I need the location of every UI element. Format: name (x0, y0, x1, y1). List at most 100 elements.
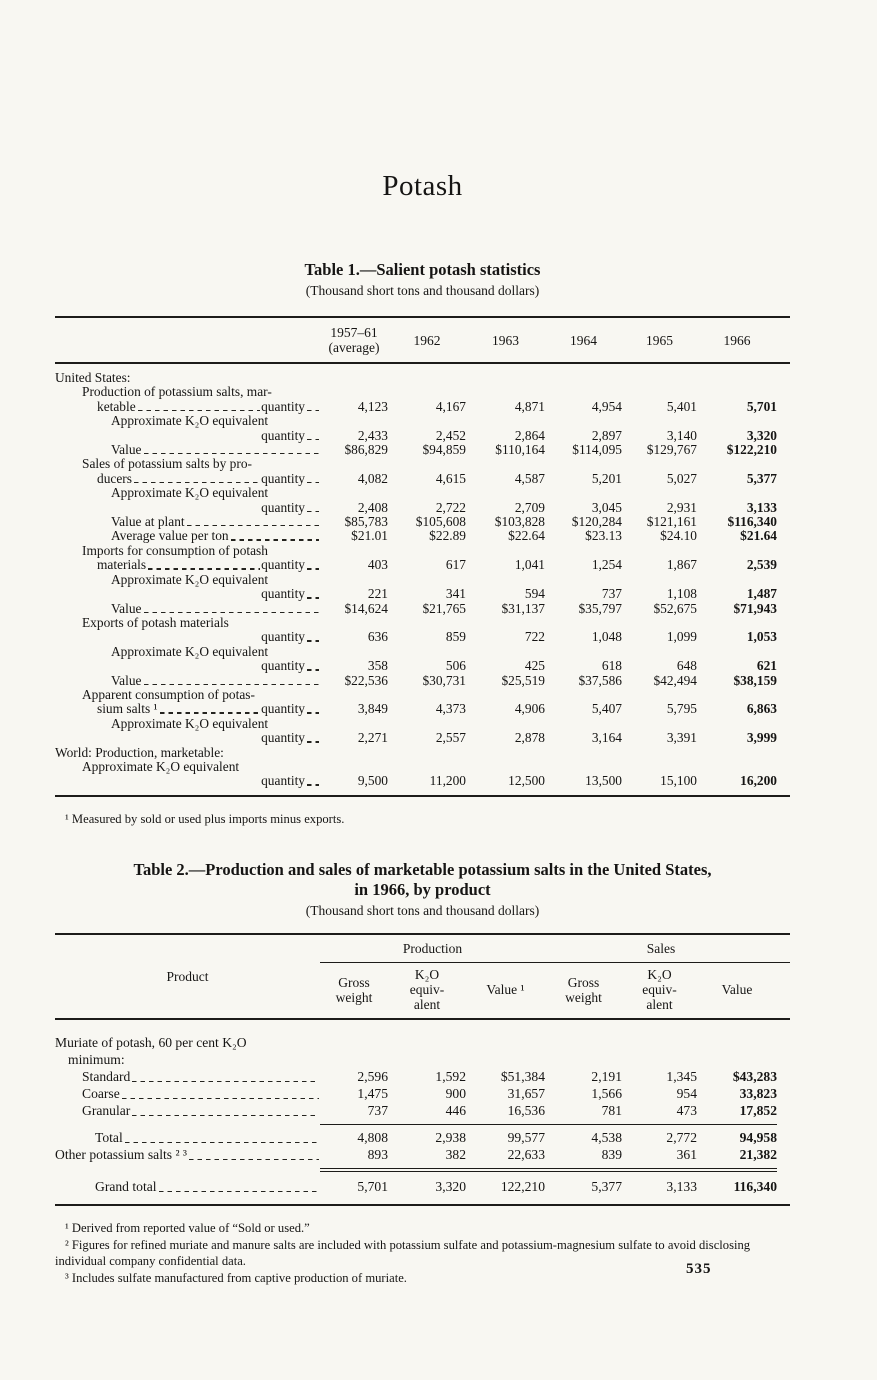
table1-section: Table 1.—Salient potash statistics (Thou… (55, 260, 790, 827)
row-label: Production of potassium salts, mar- (55, 384, 320, 400)
row-label-text: Production of potassium salts, mar- (82, 384, 272, 400)
row-label-text: Value at plant (111, 514, 185, 530)
cell-value: 403 (367, 557, 388, 573)
table-row: quantity 9,500 11,200 12,500 13,500 15,100 16,… (55, 773, 777, 789)
row-label: Approximate K₂O equivalent (55, 413, 320, 428)
row-label-text: Total (95, 1130, 123, 1145)
cell-value: 31,657 (507, 1086, 545, 1101)
row-label-suffix: quantity (261, 629, 305, 645)
table-row: materials quantity 403 617 1,041 1,254 1,867 2,… (55, 557, 777, 573)
cell-value: 781 (601, 1103, 622, 1118)
dot-leader (230, 539, 319, 541)
table2-header-right: Production Sales Gross weight K₂O equiv-… (320, 935, 790, 1018)
cell-value: 900 (445, 1086, 466, 1101)
cell-value (466, 1034, 545, 1051)
cell-value (697, 573, 777, 587)
table2-title-line2: in 1966, by product (354, 880, 491, 899)
cell-value (320, 385, 388, 399)
cell-value: 4,082 (357, 470, 388, 486)
row-label-text: Approximate K₂O equivalent (111, 485, 269, 501)
table1-header-row: 1957–61 (average) 1962 1963 1964 1965 19… (55, 318, 790, 362)
cell-value: $25,519 (501, 672, 545, 688)
row-label: United States: (55, 370, 320, 385)
cell-value (388, 760, 466, 774)
cell-value (622, 414, 697, 428)
product-column-header: Product (166, 968, 209, 984)
cell-value (388, 385, 466, 399)
cell-value: 361 (676, 1147, 697, 1162)
cell-value: $129,767 (646, 442, 697, 458)
row-label-text: Value (111, 442, 142, 458)
cell-value (466, 616, 545, 630)
table-row: United States: (55, 370, 777, 385)
table2-header: Product Production Sales Gross weight K₂… (55, 935, 790, 1018)
cell-value (622, 486, 697, 500)
cell-value (697, 645, 777, 659)
table-row: World: Production, marketable: (55, 744, 777, 760)
table-row: Exports of potash materials (55, 614, 777, 630)
cell-value (320, 457, 388, 471)
row-label: Sales of potassium salts by pro- (55, 456, 320, 472)
cell-value: 5,401 (666, 398, 697, 414)
row-label: sium salts ¹ quantity (55, 701, 320, 716)
cell-value: 2,931 (666, 499, 697, 515)
cell-value (545, 746, 622, 760)
cell-value (622, 457, 697, 471)
cell-value: $85,783 (344, 514, 388, 530)
cell-value: 2,452 (435, 427, 466, 443)
cell-value: 5,377 (591, 1179, 622, 1194)
cell-value: 2,539 (746, 557, 777, 573)
cell-value: $37,586 (578, 672, 622, 688)
cell-value: $52,675 (653, 600, 697, 616)
row-label-text: World: Production, marketable: (55, 744, 224, 760)
row-label-text: Muriate of potash, 60 per cent K₂O (55, 1035, 247, 1050)
cell-value (622, 717, 697, 731)
cell-value: 839 (601, 1147, 622, 1162)
cell-value: $31,137 (501, 600, 545, 616)
cell-value (622, 616, 697, 630)
table-row: Average value per ton $21.01 $22.89 $22.64 $… (55, 529, 777, 544)
cell-value (622, 573, 697, 587)
row-label-text: ducers (97, 470, 132, 486)
row-label: quantity (55, 500, 320, 515)
cell-value: 3,391 (666, 730, 697, 746)
table-row: Value $22,536 $30,731 $25,519 $37,586 $42,494… (55, 672, 777, 688)
cell-value: 1,345 (666, 1069, 697, 1084)
dot-leader-tail (307, 640, 319, 642)
cell-value (697, 746, 777, 760)
cell-value: $71,943 (733, 600, 777, 616)
cell-value: 954 (676, 1086, 697, 1101)
column-header-gross-weight-production: Gross weight (335, 974, 373, 1005)
row-label-suffix: quantity (261, 586, 305, 602)
cell-value: 617 (445, 557, 466, 573)
cell-value (697, 1051, 777, 1068)
column-header-1963: 1963 (492, 332, 519, 348)
row-label-text: Approximate K₂O equivalent (111, 643, 269, 659)
table-row: ducers quantity 4,082 4,615 4,587 5,201 5,027 5… (55, 470, 777, 486)
cell-value: 12,500 (508, 773, 545, 789)
cell-value: 2,433 (357, 427, 388, 443)
row-label-suffix: quantity (261, 658, 305, 674)
cell-value: 5,701 (746, 398, 777, 414)
row-label-text: Exports of potash materials (82, 614, 229, 630)
cell-value (622, 688, 697, 702)
row-label-text: Sales of potassium salts by pro- (82, 456, 252, 472)
cell-value: 2,938 (435, 1130, 466, 1145)
cell-value: 99,577 (507, 1130, 545, 1145)
cell-value (466, 457, 545, 471)
table-row: quantity 2,271 2,557 2,878 3,164 3,391 3,999 (55, 730, 777, 746)
cell-value (697, 414, 777, 428)
cell-value (697, 717, 777, 731)
cell-value: 618 (601, 658, 622, 674)
row-label: Muriate of potash, 60 per cent K₂O (55, 1034, 320, 1051)
table1-bottom-rule (55, 794, 790, 797)
page-title: Potash (382, 170, 463, 202)
dot-leader (189, 1158, 319, 1160)
cell-value: 15,100 (660, 773, 697, 789)
cell-value (388, 717, 466, 731)
cell-value: 5,377 (746, 470, 777, 486)
cell-value (697, 1034, 777, 1051)
row-label-suffix: quantity (261, 470, 305, 486)
cell-value (622, 645, 697, 659)
row-label: Total (55, 1129, 320, 1146)
